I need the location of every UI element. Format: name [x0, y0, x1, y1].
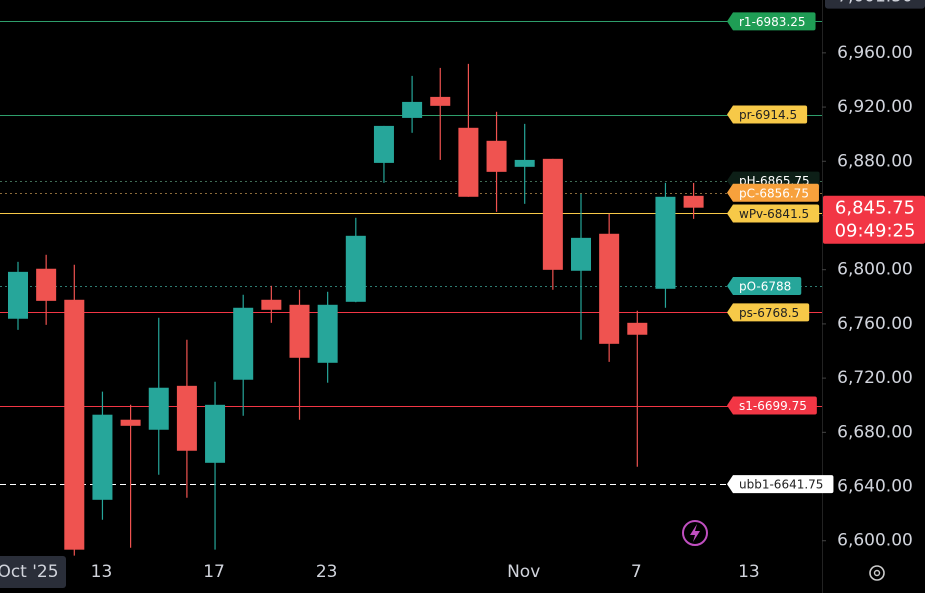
y-tick-label: 6,920.00: [837, 97, 913, 117]
candle-body: [655, 196, 676, 289]
level-label-text: r1-6983.25: [739, 15, 806, 29]
y-tick-label: 6,880.00: [837, 151, 913, 171]
x-tick-label: 17: [203, 562, 225, 582]
level-label: wPv-6841.5: [727, 204, 820, 223]
axis-top-label-box: [825, 0, 925, 9]
candle-body: [571, 237, 591, 271]
x-tick-label: 13: [91, 562, 113, 582]
x-tick-label: 13: [738, 562, 760, 582]
candle-body: [64, 299, 85, 550]
level-label-box: [727, 204, 820, 223]
level-label-box: [727, 396, 817, 415]
y-tick-label: 6,720.00: [837, 368, 913, 388]
y-tick-label: 6,640.00: [837, 477, 913, 497]
candle-body: [289, 304, 310, 358]
x-tick-label: Oct '25: [0, 562, 59, 582]
level-label-box: [727, 276, 802, 295]
x-tick-label: 23: [316, 562, 338, 582]
level-label-text: ps-6768.5: [739, 306, 799, 320]
level-label: ps-6768.5: [727, 303, 810, 322]
candle-body: [599, 233, 620, 344]
level-label-text: wPv-6841.5: [739, 207, 809, 221]
candle-body: [92, 414, 113, 500]
current-price-box: [823, 195, 925, 244]
candle-body: [430, 96, 451, 106]
candle-body: [233, 307, 254, 380]
level-label-text: pC-6856.75: [739, 186, 809, 200]
level-label-text: ubb1-6641.75: [739, 478, 823, 492]
candle-body: [627, 322, 648, 335]
candle-body: [373, 125, 394, 163]
level-label-box: [727, 12, 816, 31]
level-label-text: pr-6914.5: [739, 108, 797, 122]
axis-top-label: 7,001.50: [837, 0, 913, 7]
candle-body: [486, 140, 507, 172]
x-label-highlight: [0, 556, 66, 588]
level-label: r1-6983.25: [727, 12, 816, 31]
settings-icon[interactable]: [869, 565, 885, 581]
candle-body: [345, 235, 366, 302]
level-label: ubb1-6641.75: [727, 475, 834, 494]
level-label-box: [727, 183, 819, 202]
current-price-countdown: 09:49:25: [835, 221, 916, 242]
candle-body: [148, 387, 169, 430]
candle-body: [683, 195, 704, 208]
candle-body: [8, 271, 28, 319]
level-label-box: [727, 475, 834, 494]
y-tick-label: 6,600.00: [837, 531, 913, 551]
lightning-icon[interactable]: [682, 520, 708, 546]
x-tick-label: 7: [631, 562, 642, 582]
candle-body: [120, 419, 141, 426]
x-tick-label: Nov: [507, 562, 540, 582]
y-tick-label: 6,800.00: [837, 260, 913, 280]
level-label: s1-6699.75: [727, 396, 817, 415]
y-tick-label: 6,760.00: [837, 314, 913, 334]
level-label: pC-6856.75: [727, 183, 819, 202]
candle-body: [205, 404, 226, 463]
level-label: pr-6914.5: [727, 105, 808, 124]
candle-body: [542, 158, 563, 270]
current-price-label: 6,845.75: [835, 198, 915, 219]
level-label: pO-6788: [727, 276, 802, 295]
level-label-box: [727, 105, 808, 124]
candle-body: [514, 159, 535, 167]
y-tick-label: 6,960.00: [837, 43, 913, 63]
candle-body: [317, 304, 338, 363]
candle-body: [176, 385, 197, 451]
candle-body: [261, 299, 282, 310]
level-label-text: pO-6788: [739, 279, 791, 293]
level-label-text: s1-6699.75: [739, 399, 807, 413]
y-tick-label: 6,680.00: [837, 422, 913, 442]
level-label-box: [727, 303, 810, 322]
candle-body: [36, 268, 57, 301]
candles: [8, 63, 704, 556]
candle-body: [402, 101, 423, 118]
candle-body: [458, 127, 479, 197]
